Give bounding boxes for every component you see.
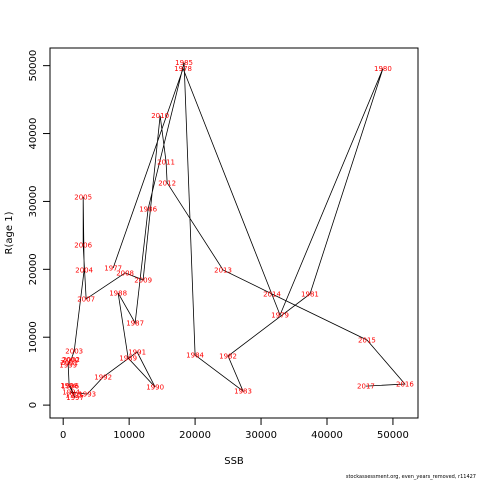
trajectory-line	[67, 62, 406, 398]
year-label: 2014	[263, 290, 281, 298]
y-axis-label: R(age 1)	[4, 211, 15, 254]
x-tick-label: 0	[60, 430, 66, 441]
year-label: 1978	[174, 65, 192, 73]
x-tick-label: 20000	[179, 430, 211, 441]
year-label: 2002	[62, 356, 80, 364]
year-label: 2009	[134, 276, 152, 284]
y-tick-label: 10000	[28, 321, 39, 353]
year-label: 2016	[396, 381, 414, 389]
year-label: 2007	[77, 295, 95, 303]
year-label: 1997	[66, 394, 84, 402]
year-label: 1980	[374, 65, 392, 73]
y-tick-label: 20000	[28, 253, 39, 285]
year-label: 2010	[151, 112, 169, 120]
year-label: 1979	[271, 311, 289, 319]
year-label: 2006	[74, 241, 92, 249]
year-label: 2004	[75, 266, 93, 274]
year-label: 1977	[104, 264, 122, 272]
year-label: 1987	[126, 319, 144, 327]
year-label: 2013	[214, 266, 232, 274]
year-label: 1986	[139, 205, 157, 213]
y-tick-label: 30000	[28, 186, 39, 218]
x-tick-label: 50000	[377, 430, 409, 441]
year-label: 2011	[157, 158, 175, 166]
year-label: 1984	[186, 352, 204, 360]
year-label: 1983	[234, 388, 252, 396]
year-label: 1995	[65, 392, 83, 400]
y-tick-label: 50000	[28, 50, 39, 82]
y-tick-label: 40000	[28, 118, 39, 150]
footer: stockassessment.org, even_years_removed,…	[346, 474, 476, 480]
year-label: 2003	[65, 348, 83, 356]
year-label: 1989	[119, 355, 137, 363]
year-label: 1990	[146, 384, 164, 392]
year-label: 1994	[62, 389, 80, 397]
year-label: 1988	[109, 289, 127, 297]
year-label: 1999	[59, 362, 77, 370]
year-label: 2012	[158, 179, 176, 187]
x-tick-label: 30000	[245, 430, 277, 441]
year-label: 1998	[60, 382, 78, 390]
x-tick-label: 10000	[113, 430, 145, 441]
year-label: 2008	[116, 269, 134, 277]
x-axis-label: SSB	[224, 456, 244, 467]
year-label: 2017	[357, 383, 375, 391]
year-label: 1981	[301, 290, 319, 298]
x-tick-label: 40000	[311, 430, 343, 441]
year-label: 1985	[175, 59, 193, 67]
year-label: 2015	[358, 336, 376, 344]
plot-frame	[49, 47, 419, 419]
year-label: 1991	[128, 349, 146, 357]
year-label: 1993	[78, 391, 96, 399]
year-label: 1996	[61, 383, 79, 391]
year-label: 2005	[74, 193, 92, 201]
year-label: 2001	[60, 359, 78, 367]
year-label: 1992	[94, 374, 112, 382]
y-tick-label: 0	[28, 402, 39, 408]
year-label: 1982	[219, 353, 237, 361]
year-label: 2000	[61, 357, 79, 365]
